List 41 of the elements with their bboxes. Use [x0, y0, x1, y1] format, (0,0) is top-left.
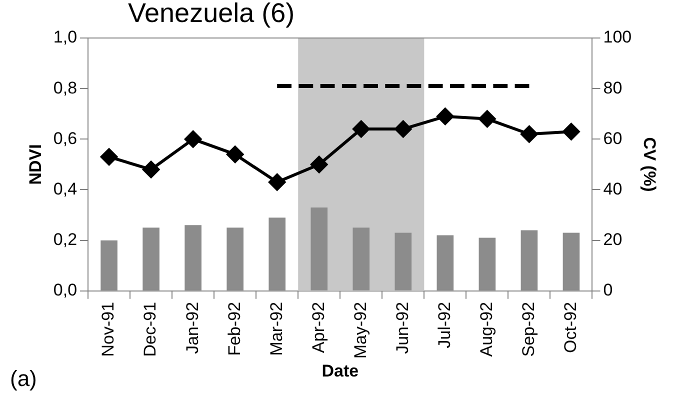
x-tick-label: Feb-92 — [224, 302, 244, 356]
y-tick-label: 0,2 — [53, 230, 78, 250]
x-tick-label: Nov-91 — [98, 302, 118, 357]
point — [478, 110, 496, 128]
x-tick-label: Aug-92 — [476, 302, 496, 357]
x-tick-label: Mar-92 — [266, 302, 286, 356]
y2-tick-label: 40 — [603, 179, 622, 198]
y2-tick-label: 0 — [603, 280, 613, 300]
y-tick-label: 0,6 — [53, 128, 78, 148]
x-tick-label: Jul-92 — [434, 302, 454, 348]
x-axis-title: Date — [322, 361, 359, 380]
y-axis-title: NDVI — [26, 144, 45, 185]
text: (a) — [10, 366, 37, 392]
x-tick-label: Sep-92 — [518, 302, 538, 357]
x-tick-label: Dec-91 — [140, 302, 160, 357]
x-tick-label: Oct-92 — [560, 302, 580, 353]
y2-tick-label: 60 — [603, 128, 622, 148]
point — [436, 108, 454, 125]
y2-tick-label: 20 — [603, 230, 622, 250]
point — [394, 120, 412, 138]
x-tick-label: Apr-92 — [308, 302, 328, 353]
x-tick-label: Jan-92 — [182, 302, 202, 354]
y-tick-label: 0,8 — [53, 78, 78, 98]
y2-tick-label: 80 — [603, 78, 622, 98]
point — [352, 120, 370, 138]
point — [268, 174, 286, 191]
point — [142, 161, 160, 178]
point — [184, 130, 202, 148]
y-tick-label: 0,0 — [53, 280, 78, 300]
y-tick-label: 1,0 — [53, 28, 78, 47]
y2-tick-label: 100 — [603, 28, 632, 47]
x-tick-label: Jun-92 — [392, 302, 412, 354]
chart-title: Venezuela (6) — [128, 0, 295, 29]
point — [562, 123, 580, 140]
point — [520, 126, 538, 143]
point — [100, 148, 118, 166]
point — [226, 146, 244, 163]
y-tick-label: 0,4 — [53, 179, 78, 198]
x-tick-label: May-92 — [350, 302, 370, 359]
point — [310, 156, 328, 173]
y2-axis-title: CV (%) — [640, 137, 660, 192]
